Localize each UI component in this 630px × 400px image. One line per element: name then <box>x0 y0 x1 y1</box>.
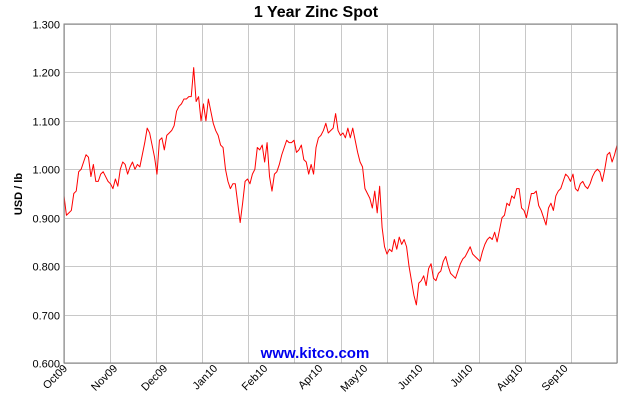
y-tick-label: 0.800 <box>32 262 60 274</box>
y-tick-label: 1.300 <box>32 20 60 32</box>
y-tick-label: 0.700 <box>32 311 60 323</box>
y-tick-label: 1.000 <box>32 165 60 177</box>
y-tick-label: 1.100 <box>32 117 60 129</box>
plot-frame <box>63 23 618 364</box>
y-tick-label: 1.200 <box>32 68 60 80</box>
gridlines <box>64 24 618 364</box>
y-axis-ticks: 0.600 0.700 0.800 0.900 1.000 1.100 1.200 1.300 <box>32 20 60 371</box>
y-axis-label: USD / lb <box>13 173 25 215</box>
chart-title: 1 Year Zinc Spot <box>254 4 379 21</box>
zinc-price-line <box>63 67 618 306</box>
series-layer <box>63 67 618 306</box>
y-tick-label: 0.900 <box>32 214 60 226</box>
y-tick-label: 0.600 <box>32 359 60 371</box>
watermark: www.kitco.com <box>260 345 370 362</box>
